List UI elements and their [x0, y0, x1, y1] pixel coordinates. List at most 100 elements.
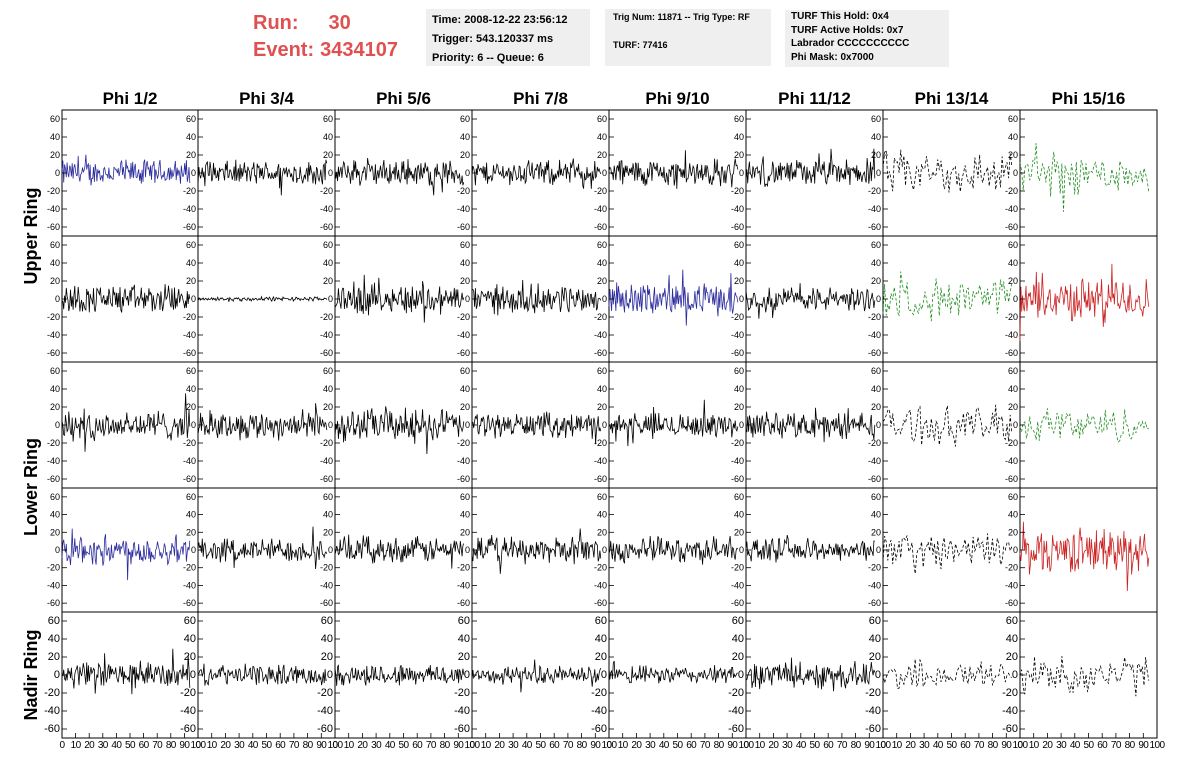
y-tick-label: -40 — [865, 705, 881, 717]
y-tick-label: 0 — [602, 168, 607, 178]
x-tick-label: 0 — [196, 740, 202, 751]
y-tick-label: -20 — [868, 312, 881, 322]
x-tick-label: 20 — [220, 740, 231, 751]
x-tick-label: 60 — [412, 740, 423, 751]
y-tick-label: 40 — [321, 633, 333, 645]
y-tick-label: -40 — [868, 204, 881, 214]
y-tick-label: 0 — [465, 545, 470, 555]
column-title: Phi 15/16 — [1052, 89, 1126, 108]
x-tick-label: 50 — [125, 740, 136, 751]
x-tick-label: 100 — [191, 740, 207, 751]
y-tick-label: 20 — [460, 402, 470, 412]
x-tick-label: 60 — [823, 740, 834, 751]
x-tick-label: 10 — [207, 740, 218, 751]
waveform-trace — [471, 528, 602, 574]
y-tick-label: 40 — [458, 633, 470, 645]
y-tick-label: -60 — [183, 222, 196, 232]
y-tick-label: 0 — [465, 168, 470, 178]
y-tick-label: 20 — [50, 276, 60, 286]
waveform-trace — [61, 393, 191, 452]
y-tick-label: -40 — [183, 204, 196, 214]
y-tick-label: -20 — [594, 312, 607, 322]
y-tick-label: -60 — [457, 348, 470, 358]
y-tick-label: 0 — [328, 420, 333, 430]
y-tick-label: 20 — [184, 651, 196, 663]
waveform-trace — [745, 534, 875, 563]
waveform-trace — [334, 664, 465, 686]
waveform-trace — [471, 279, 602, 316]
y-tick-label: -20 — [1005, 312, 1018, 322]
y-tick-label: -60 — [868, 474, 881, 484]
y-tick-label: 0 — [601, 669, 607, 681]
y-tick-label: -40 — [1005, 456, 1018, 466]
trig-num-line: Trig Num: 11871 -- Trig Type: RF — [613, 12, 750, 22]
y-tick-label: 60 — [186, 114, 196, 124]
y-tick-label: 60 — [734, 492, 744, 502]
x-tick-label: 60 — [686, 740, 697, 751]
y-tick-label: 0 — [55, 294, 60, 304]
x-tick-label: 80 — [577, 740, 588, 751]
y-tick-label: -40 — [183, 330, 196, 340]
y-tick-label: 20 — [597, 402, 607, 412]
y-tick-label: -60 — [44, 723, 60, 735]
y-tick-label: 60 — [321, 615, 333, 627]
x-tick-label: 60 — [275, 740, 286, 751]
x-tick-label: 30 — [508, 740, 519, 751]
y-tick-label: -60 — [47, 474, 60, 484]
y-tick-label: 0 — [1013, 545, 1018, 555]
y-tick-label: 0 — [191, 168, 196, 178]
y-tick-label: 20 — [732, 651, 744, 663]
x-tick-label: 90 — [1001, 740, 1012, 751]
y-tick-label: -40 — [47, 456, 60, 466]
y-tick-label: 20 — [186, 150, 196, 160]
x-tick-label: 80 — [851, 740, 862, 751]
x-tick-label: 20 — [84, 740, 95, 751]
y-tick-label: 40 — [734, 258, 744, 268]
y-tick-label: -20 — [1005, 186, 1018, 196]
waveform-trace — [197, 663, 327, 686]
y-tick-label: 60 — [460, 492, 470, 502]
x-tick-label: 50 — [1084, 740, 1095, 751]
y-tick-label: -20 — [594, 438, 607, 448]
ring-label: Upper Ring — [21, 188, 41, 285]
y-tick-label: 20 — [321, 651, 333, 663]
run-row: Run: 30 — [253, 10, 398, 37]
time-info-box: Time: 2008-12-22 23:56:12 Trigger: 543.1… — [426, 9, 590, 66]
y-tick-label: -20 — [731, 186, 744, 196]
y-tick-label: -60 — [180, 723, 196, 735]
x-tick-label: 60 — [1097, 740, 1108, 751]
x-tick-label: 30 — [1056, 740, 1067, 751]
event-label: Event: — [253, 39, 315, 61]
ring-label: Lower Ring — [21, 438, 41, 536]
y-tick-label: 60 — [871, 366, 881, 376]
x-tick-label: 80 — [166, 740, 177, 751]
y-tick-label: -20 — [1005, 563, 1018, 573]
y-tick-label: 40 — [597, 510, 607, 520]
y-tick-label: -60 — [591, 723, 607, 735]
x-tick-label: 70 — [152, 740, 163, 751]
y-tick-label: 20 — [1008, 402, 1018, 412]
waveform-trace — [334, 534, 465, 569]
turf-line: TURF: 77416 — [613, 40, 668, 50]
y-tick-label: -60 — [1005, 474, 1018, 484]
x-tick-label: 30 — [98, 740, 109, 751]
waveform-trace — [471, 158, 602, 189]
y-tick-label: 0 — [191, 545, 196, 555]
y-tick-label: -40 — [317, 705, 333, 717]
y-tick-label: 40 — [1008, 132, 1018, 142]
y-tick-label: 40 — [460, 258, 470, 268]
y-tick-label: 20 — [595, 651, 607, 663]
y-tick-label: 60 — [186, 240, 196, 250]
y-tick-label: -40 — [1002, 705, 1018, 717]
waveform-trace — [334, 274, 465, 323]
y-tick-label: -60 — [731, 474, 744, 484]
y-tick-label: 0 — [739, 545, 744, 555]
x-tick-label: 0 — [1018, 740, 1024, 751]
y-tick-label: 0 — [191, 294, 196, 304]
y-tick-label: -40 — [731, 330, 744, 340]
y-tick-label: -40 — [320, 456, 333, 466]
y-tick-label: -60 — [457, 474, 470, 484]
y-tick-label: 20 — [734, 402, 744, 412]
y-tick-label: 40 — [595, 633, 607, 645]
x-tick-label: 90 — [1138, 740, 1149, 751]
